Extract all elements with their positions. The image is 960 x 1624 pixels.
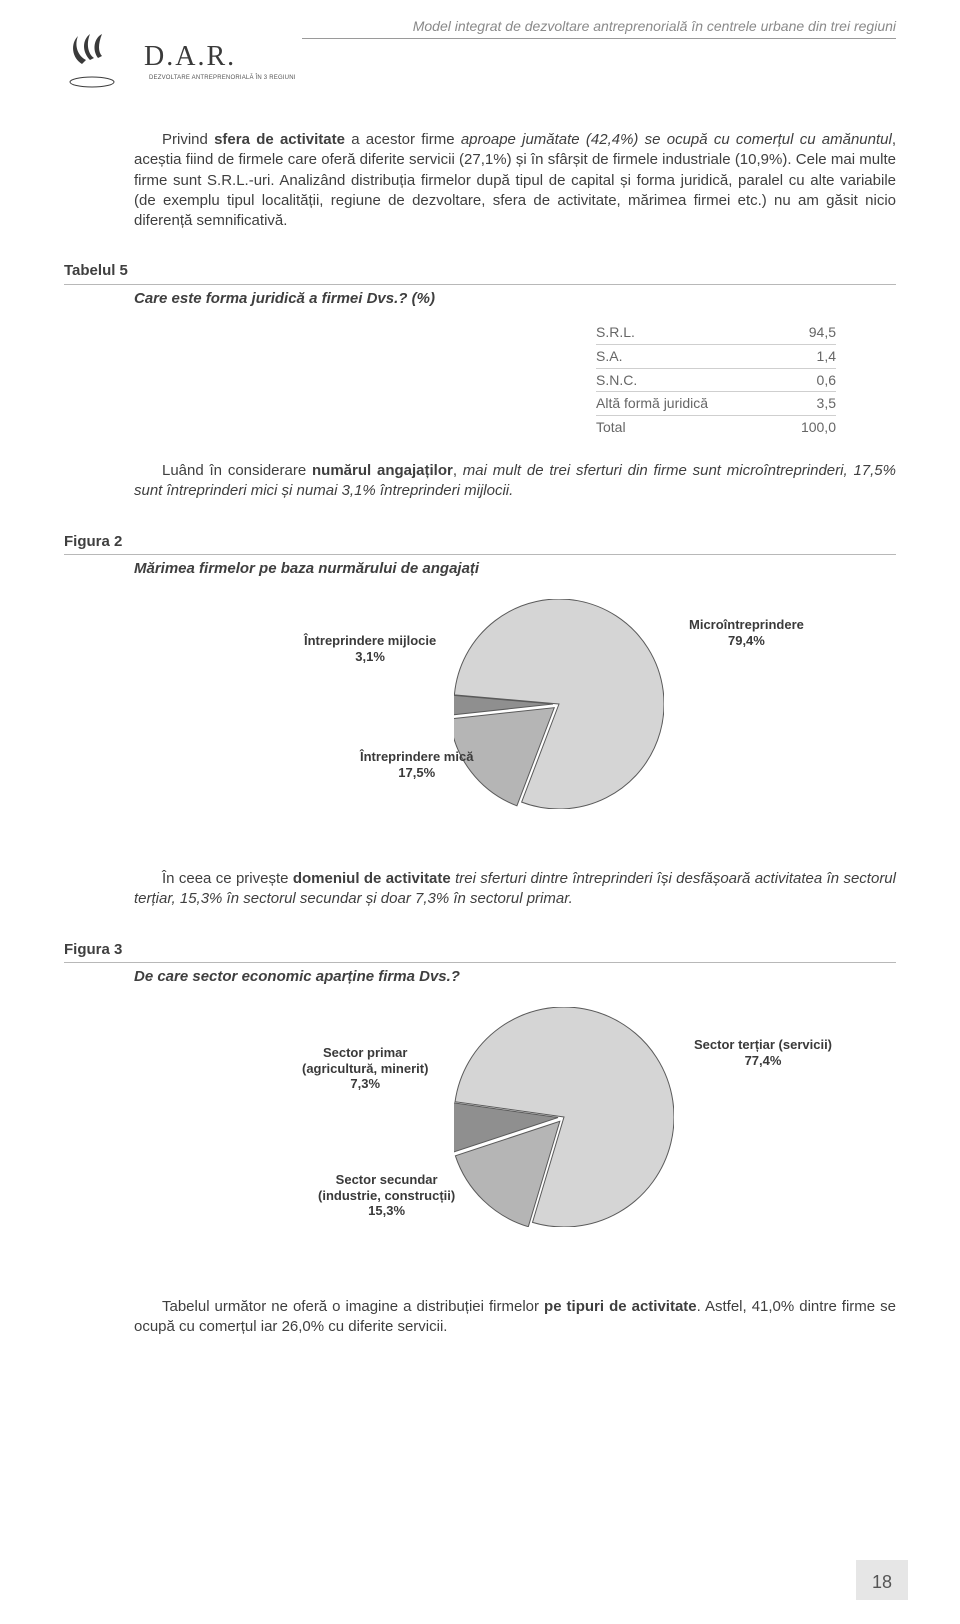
pie-chart-3 bbox=[454, 1007, 674, 1227]
table-row: Altă formă juridică3,5 bbox=[596, 392, 836, 416]
table-row: Total100,0 bbox=[596, 416, 836, 439]
running-title: Model integrat de dezvoltare antreprenor… bbox=[413, 17, 896, 36]
pie-chart-2 bbox=[454, 599, 664, 809]
figura2-label: Figura 2 bbox=[64, 532, 896, 555]
intro-paragraph: Privind sfera de activitate a acestor fi… bbox=[134, 130, 896, 231]
tabel5-title: Care este forma juridică a firmei Dvs.? … bbox=[134, 289, 896, 309]
dar-logo-icon bbox=[64, 30, 148, 90]
page-header: D.A.R. DEZVOLTARE ANTREPRENORIALĂ ÎN 3 R… bbox=[64, 30, 896, 90]
para-final: Tabelul următor ne oferă o imagine a dis… bbox=[134, 1297, 896, 1338]
figura3-chart: Sector primar(agricultură, minerit)7,3% … bbox=[134, 1007, 896, 1277]
label-secundar: Sector secundar(industrie, construcții)1… bbox=[318, 1172, 455, 1219]
para-angajati: Luând în considerare numărul angajaților… bbox=[134, 461, 896, 502]
label-mica: Întreprindere mică 17,5% bbox=[360, 749, 473, 780]
header-rule: Model integrat de dezvoltare antreprenor… bbox=[302, 38, 896, 39]
table-row: S.R.L.94,5 bbox=[596, 321, 836, 345]
tabel5-body: S.R.L.94,5 S.A.1,4 S.N.C.0,6 Altă formă … bbox=[596, 321, 836, 439]
logo: D.A.R. DEZVOLTARE ANTREPRENORIALĂ ÎN 3 R… bbox=[64, 30, 296, 90]
figura2-title: Mărimea firmelor pe baza nurmărului de a… bbox=[134, 559, 896, 579]
figura3-title: De care sector economic aparține firma D… bbox=[134, 967, 896, 987]
label-tertiar: Sector terțiar (servicii)77,4% bbox=[694, 1037, 832, 1068]
logo-subtitle: DEZVOLTARE ANTREPRENORIALĂ ÎN 3 REGIUNI bbox=[149, 74, 296, 82]
figura2-chart: Întreprindere mijlocie 3,1% Microîntrepr… bbox=[134, 599, 896, 849]
label-mijlocie: Întreprindere mijlocie 3,1% bbox=[304, 633, 436, 664]
label-micro: Microîntreprindere 79,4% bbox=[689, 617, 804, 648]
label-primar: Sector primar(agricultură, minerit)7,3% bbox=[302, 1045, 428, 1092]
page-number: 18 bbox=[856, 1560, 908, 1600]
table-row: S.N.C.0,6 bbox=[596, 369, 836, 393]
para-domeniu: În ceea ce privește domeniul de activita… bbox=[134, 869, 896, 910]
tabel5-label: Tabelul 5 bbox=[64, 261, 896, 284]
logo-text: D.A.R. bbox=[144, 38, 296, 76]
figura3-label: Figura 3 bbox=[64, 940, 896, 963]
table-row: S.A.1,4 bbox=[596, 345, 836, 369]
